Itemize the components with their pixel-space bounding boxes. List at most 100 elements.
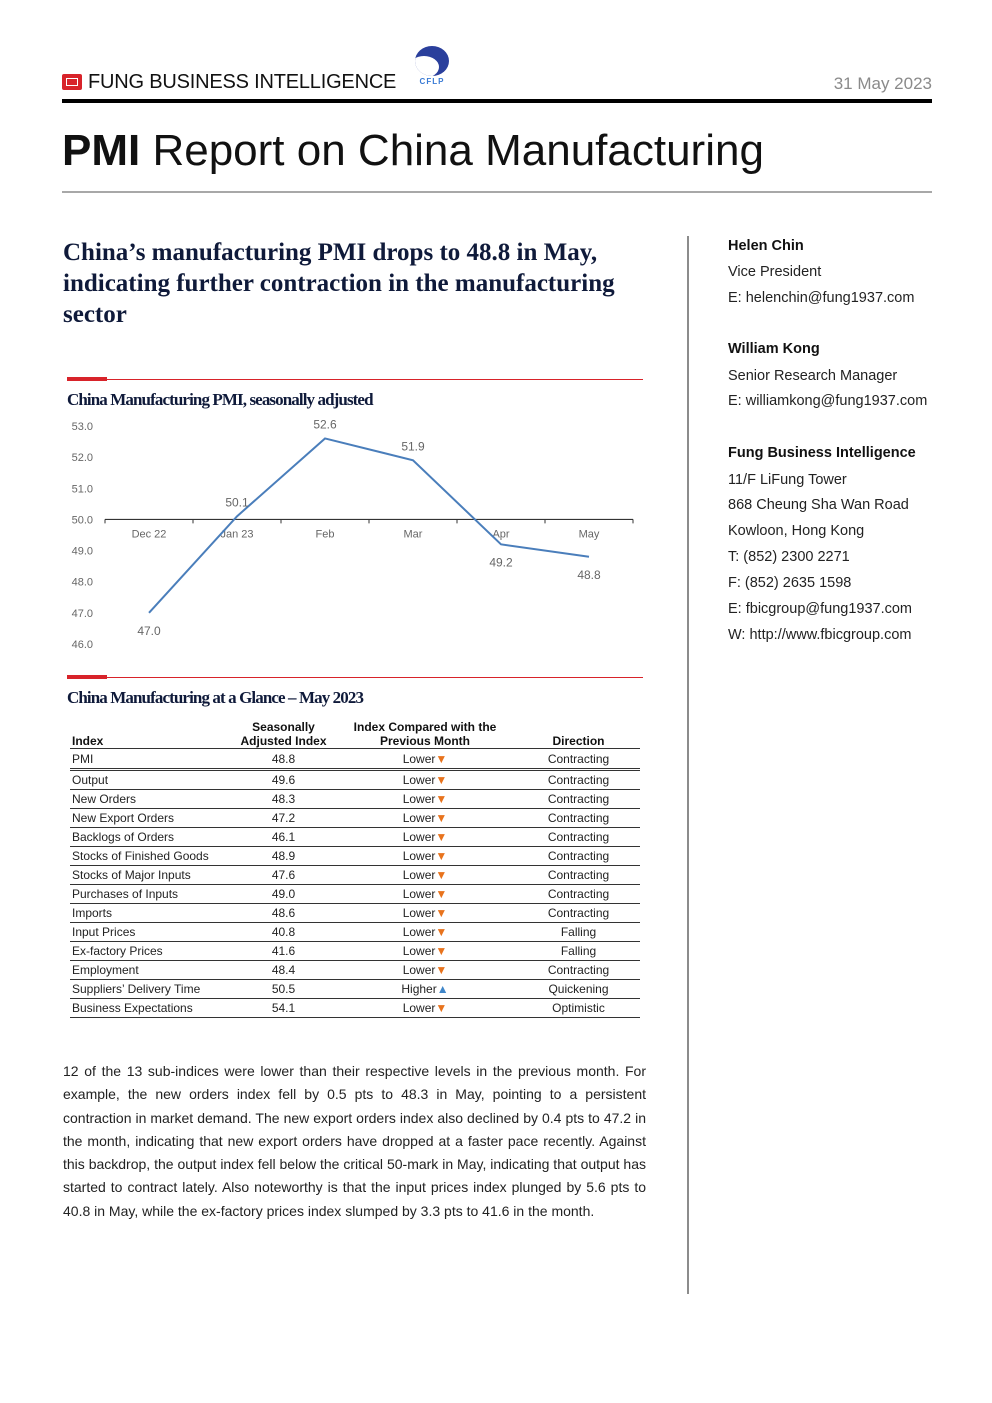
col-header-direction: Direction [517,718,640,749]
col-header-sa-index: Seasonally Adjusted Index [234,718,333,749]
cell-index: New Export Orders [70,808,234,828]
cell-value: 49.6 [234,769,333,790]
cell-value: 47.2 [234,808,333,828]
cell-index: Purchases of Inputs [70,884,234,904]
data-label: 50.1 [225,495,249,509]
cell-compare: Lower▼ [333,808,517,828]
cell-direction: Contracting [517,960,640,980]
cell-index: Stocks of Finished Goods [70,846,234,866]
data-label: 51.9 [401,439,425,453]
cflp-logo-text: CFLP [419,77,445,86]
org-fax: F: (852) 2635 1598 [728,575,852,591]
title-rest: Report on China Manufacturing [140,126,764,175]
table-section-rule [67,675,643,679]
y-tick-label: 49.0 [72,546,93,558]
y-tick-label: 52.0 [72,452,93,464]
table-row: Purchases of Inputs 49.0 Lower▼ Contracting [70,884,640,904]
title-bold: PMI [62,126,141,175]
org-telephone: T: (852) 2300 2271 [728,549,850,565]
glance-table: Index Seasonally Adjusted Index Index Com… [70,718,640,1018]
report-date: 31 May 2023 [833,74,932,93]
x-tick-label: Jan 23 [220,528,253,540]
table-row: Stocks of Finished Goods 48.9 Lower▼ Contra… [70,846,640,866]
cell-direction: Falling [517,941,640,961]
table-row: Input Prices 40.8 Lower▼ Falling [70,922,640,942]
table-row: Business Expectations 54.1 Lower▼ Optimisti… [70,998,640,1018]
col-header-index: Index [70,718,234,749]
y-tick-label: 47.0 [72,608,93,620]
x-tick-label: May [579,528,600,540]
title-rule [62,191,932,193]
org-address-1: 11/F LiFung Tower [728,472,847,488]
arrow-down-icon: ▼ [435,830,448,844]
cell-direction: Optimistic [517,998,640,1018]
org-website[interactable]: W: http://www.fbicgroup.com [728,627,912,643]
contact-name-2: William Kong [728,341,820,357]
arrow-down-icon: ▼ [435,906,448,920]
cell-value: 48.8 [234,748,333,771]
cflp-logo: CFLP [412,46,452,90]
y-tick-label: 46.0 [72,639,93,651]
cell-compare: Lower▼ [333,789,517,809]
table-title: China Manufacturing at a Glance – May 20… [67,688,364,707]
brand-name: FUNG BUSINESS INTELLIGENCE [88,70,397,93]
arrow-down-icon: ▼ [435,944,448,958]
fung-logo-icon [62,74,82,90]
contact-email-1[interactable]: E: helenchin@fung1937.com [728,290,915,306]
contact-email-2[interactable]: E: williamkong@fung1937.com [728,393,928,409]
y-tick-label: 50.0 [72,514,93,526]
cell-compare: Lower▼ [333,903,517,923]
arrow-down-icon: ▼ [435,868,448,882]
cell-index: Business Expectations [70,998,234,1018]
cell-compare: Lower▼ [333,748,517,771]
contact-name-1: Helen Chin [728,238,804,254]
cell-direction: Contracting [517,827,640,847]
cell-index: Suppliers’ Delivery Time [70,979,234,999]
contact-title-1: Vice President [728,264,822,280]
chart-title: China Manufacturing PMI, seasonally adju… [67,390,374,409]
cell-direction: Falling [517,922,640,942]
cell-index: Employment [70,960,234,980]
contact-title-2: Senior Research Manager [728,368,898,384]
table-header-row: Index Seasonally Adjusted Index Index Com… [70,718,640,749]
table-row: Stocks of Major Inputs 47.6 Lower▼ Contract… [70,865,640,885]
arrow-down-icon: ▼ [435,849,448,863]
cell-value: 40.8 [234,922,333,942]
cell-value: 41.6 [234,941,333,961]
cell-value: 47.6 [234,865,333,885]
col-header-compare: Index Compared with the Previous Month [333,718,517,749]
table-row: New Orders 48.3 Lower▼ Contracting [70,789,640,809]
arrow-up-icon: ▲ [436,982,449,996]
arrow-down-icon: ▼ [435,751,448,766]
data-label: 48.8 [577,568,601,582]
y-tick-label: 53.0 [72,421,93,433]
arrow-down-icon: ▼ [435,1001,448,1015]
cell-compare: Lower▼ [333,941,517,961]
cell-direction: Contracting [517,903,640,923]
cell-value: 54.1 [234,998,333,1018]
org-name: Fung Business Intelligence [728,445,916,461]
series-line-pmi [148,437,590,614]
column-divider [687,236,689,1294]
arrow-down-icon: ▼ [435,887,448,901]
arrow-down-icon: ▼ [435,963,448,977]
org-address-2: 868 Cheung Sha Wan Road [728,497,909,513]
cell-index: Backlogs of Orders [70,827,234,847]
cell-index: New Orders [70,789,234,809]
x-tick-label: Mar [404,528,423,540]
cell-direction: Quickening [517,979,640,999]
org-email[interactable]: E: fbicgroup@fung1937.com [728,601,912,617]
table-row: Suppliers’ Delivery Time 50.5 Higher▲ Quick… [70,979,640,999]
table-row: New Export Orders 47.2 Lower▼ Contracting [70,808,640,828]
cell-direction: Contracting [517,769,640,790]
cell-index: Input Prices [70,922,234,942]
cell-direction: Contracting [517,808,640,828]
table-row: PMI 48.8 Lower▼ Contracting [70,748,640,771]
arrow-down-icon: ▼ [435,811,448,825]
x-tick-label: Feb [316,528,335,540]
cell-direction: Contracting [517,865,640,885]
y-tick-label: 51.0 [72,483,93,495]
cell-compare: Lower▼ [333,884,517,904]
cell-compare: Higher▲ [333,979,517,999]
table-row: Employment 48.4 Lower▼ Contracting [70,960,640,980]
